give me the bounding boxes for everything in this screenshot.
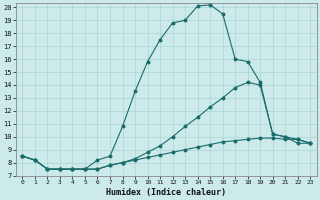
X-axis label: Humidex (Indice chaleur): Humidex (Indice chaleur) <box>106 188 226 197</box>
